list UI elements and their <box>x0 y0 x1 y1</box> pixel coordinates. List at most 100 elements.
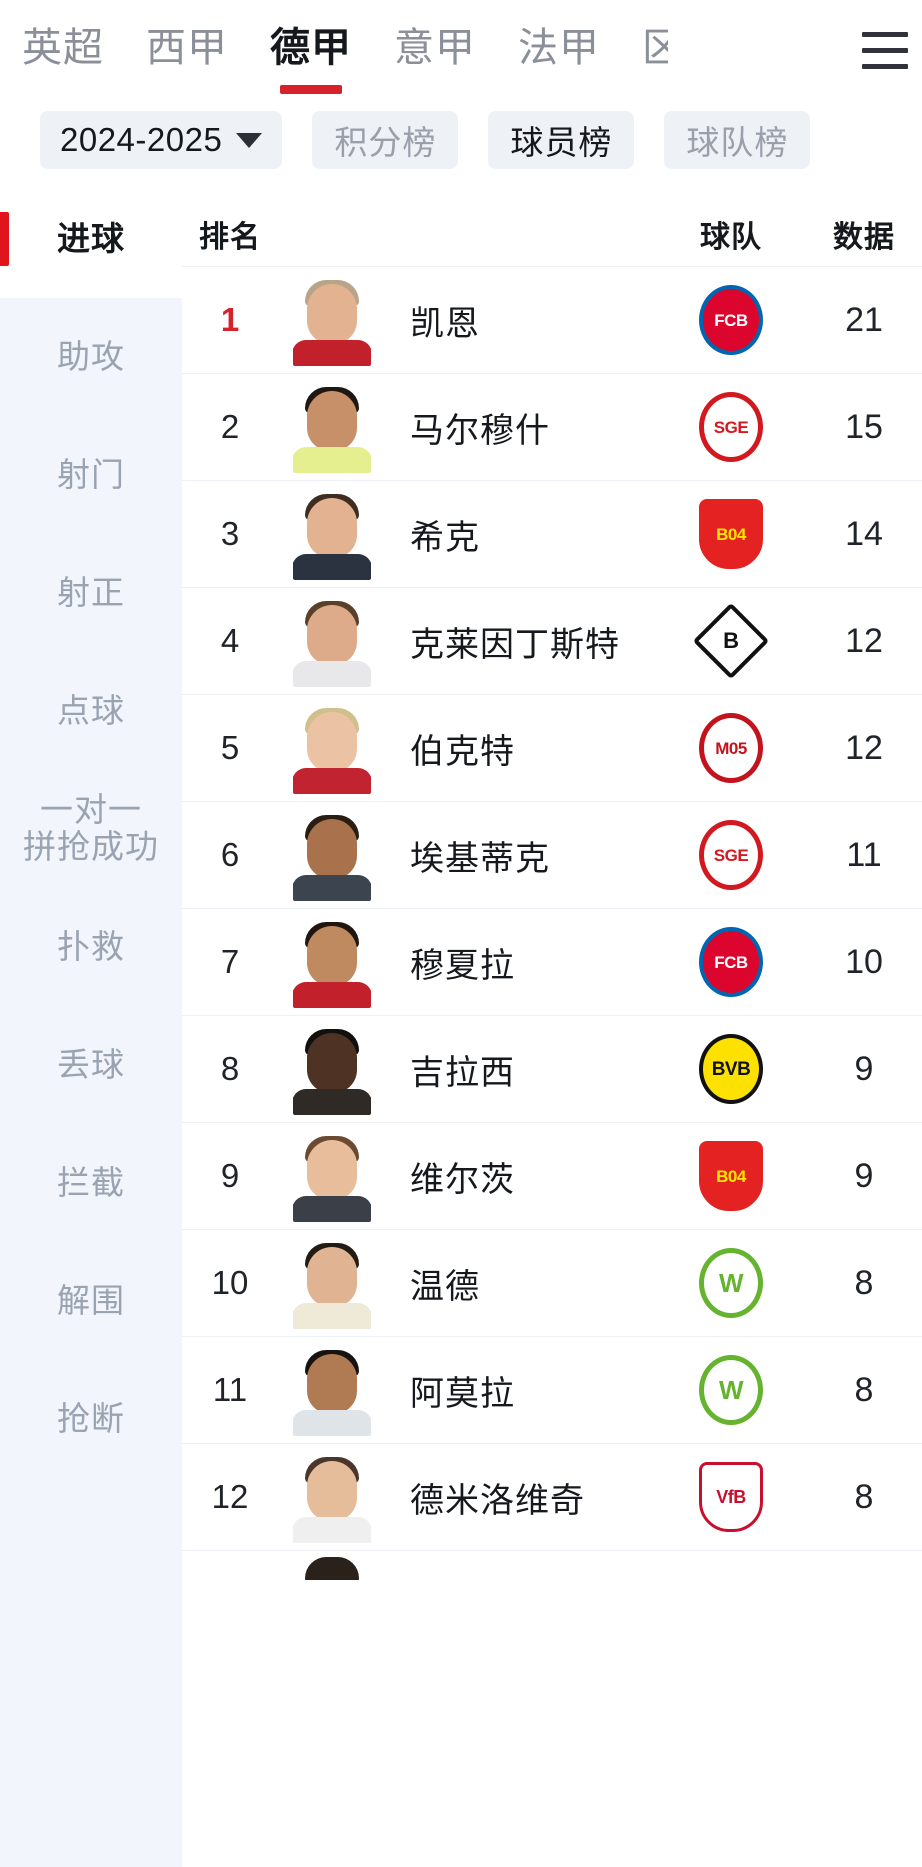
table-row[interactable]: 7 穆夏拉 FCB 10 <box>182 908 922 1015</box>
sidebar-item-partial[interactable] <box>0 1478 182 1596</box>
player-avatar <box>293 702 371 794</box>
bayer-leverkusen-crest: B04 <box>699 1141 763 1211</box>
content-body: 进球 助攻 射门 射正 点球 一对一 拼抢成功 扑救 丢球 <box>0 180 922 1867</box>
rank-value: 8 <box>220 1050 240 1087</box>
sidebar-item-label: 抢断 <box>57 1399 125 1437</box>
stat-value: 8 <box>854 1477 874 1516</box>
table-row[interactable]: 5 伯克特 M05 12 <box>182 694 922 801</box>
league-tab-bundesliga[interactable]: 德甲 <box>270 26 352 94</box>
rank-value: 9 <box>220 1157 240 1194</box>
table-row[interactable]: 6 埃基蒂克 SGE 11 <box>182 801 922 908</box>
stat-value: 14 <box>845 514 883 553</box>
sidebar-item-goals-conceded[interactable]: 丢球 <box>0 1006 182 1124</box>
chevron-down-icon <box>236 132 263 148</box>
season-select[interactable]: 2024-2025 <box>40 111 283 169</box>
rank-value: 6 <box>220 836 240 873</box>
table-row[interactable]: 8 吉拉西 BVB 9 <box>182 1015 922 1122</box>
stat-value: 9 <box>854 1049 874 1088</box>
active-indicator-bar <box>0 212 9 266</box>
table-row[interactable]: 2 马尔穆什 SGE 15 <box>182 373 922 480</box>
rank-value: 11 <box>212 1371 248 1408</box>
league-tab-bar: 英超 西甲 德甲 意甲 法甲 区 <box>0 0 922 100</box>
league-tab-label: 德甲 <box>270 26 352 70</box>
sidebar-item-interceptions[interactable]: 拦截 <box>0 1124 182 1242</box>
season-value: 2024-2025 <box>60 121 223 158</box>
rank-value: 10 <box>211 1264 249 1301</box>
filter-row: 2024-2025 积分榜 球员榜 球队榜 <box>0 100 922 180</box>
league-tab-label: 意甲 <box>394 26 476 70</box>
league-tab-epl[interactable]: 英超 <box>22 28 104 72</box>
player-avatar <box>293 809 371 901</box>
sidebar-item-assists[interactable]: 助攻 <box>0 298 182 416</box>
league-tab-label: 法甲 <box>518 26 600 70</box>
sidebar-item-saves[interactable]: 扑救 <box>0 888 182 1006</box>
sidebar-item-duels-won[interactable]: 一对一 拼抢成功 <box>0 770 182 888</box>
mainz-05-crest: M05 <box>699 713 763 783</box>
sidebar-item-penalties[interactable]: 点球 <box>0 652 182 770</box>
table-row[interactable]: 1 凯恩 FCB 21 <box>182 266 922 373</box>
league-tab-laliga[interactable]: 西甲 <box>146 28 228 72</box>
table-row[interactable]: 3 希克 B04 14 <box>182 480 922 587</box>
sidebar-item-shots[interactable]: 射门 <box>0 416 182 534</box>
sidebar-item-label: 点球 <box>57 691 125 729</box>
player-rankings-table: 排名 球队 数据 1 凯恩 FCB 21 2 马尔穆什 SGE 15 <box>182 180 922 1867</box>
player-avatar <box>293 274 371 366</box>
tab-label: 积分榜 <box>334 124 437 161</box>
sidebar-item-clearances[interactable]: 解围 <box>0 1242 182 1360</box>
tab-team-rankings[interactable]: 球队榜 <box>664 111 811 169</box>
rank-value: 4 <box>220 622 240 659</box>
player-name: 凯恩 <box>410 304 480 343</box>
table-row[interactable] <box>182 1550 922 1580</box>
stat-value: 8 <box>854 1263 874 1302</box>
table-row[interactable]: 12 德米洛维奇 VfB 8 <box>182 1443 922 1550</box>
player-name: 克莱因丁斯特 <box>410 625 620 664</box>
player-avatar <box>293 595 371 687</box>
tab-standings[interactable]: 积分榜 <box>312 111 459 169</box>
sidebar-item-label: 拦截 <box>57 1163 125 1201</box>
stat-value: 12 <box>845 728 883 767</box>
rank-value: 2 <box>220 408 240 445</box>
vfl-wolfsburg-crest: W <box>699 1248 763 1318</box>
player-name: 维尔茨 <box>410 1160 515 1199</box>
player-name: 伯克特 <box>410 732 515 771</box>
tab-player-rankings[interactable]: 球员榜 <box>488 111 635 169</box>
sidebar-item-tackles[interactable]: 抢断 <box>0 1360 182 1478</box>
sidebar-item-label: 一对一 拼抢成功 <box>23 791 159 865</box>
league-tab-ligue1[interactable]: 法甲 <box>518 28 600 72</box>
rank-value: 3 <box>220 515 240 552</box>
sidebar-item-shots-on-target[interactable]: 射正 <box>0 534 182 652</box>
sidebar-item-label: 解围 <box>57 1281 125 1319</box>
rank-value: 5 <box>220 729 240 766</box>
sidebar-item-goals[interactable]: 进球 <box>0 180 182 298</box>
column-header-data: 数据 <box>833 221 895 254</box>
borussia-dortmund-crest: BVB <box>699 1034 763 1104</box>
table-row[interactable]: 9 维尔茨 B04 9 <box>182 1122 922 1229</box>
player-avatar <box>293 1451 371 1543</box>
player-avatar <box>293 1130 371 1222</box>
stat-value: 15 <box>845 407 883 446</box>
player-avatar <box>293 1237 371 1329</box>
sidebar-item-label: 射门 <box>57 455 125 493</box>
league-tab-seriea[interactable]: 意甲 <box>394 28 476 72</box>
sidebar-item-label: 丢球 <box>57 1045 125 1083</box>
table-row[interactable]: 4 克莱因丁斯特 B 12 <box>182 587 922 694</box>
bayer-leverkusen-crest: B04 <box>699 499 763 569</box>
borussia-mgladbach-crest: B <box>692 602 770 680</box>
player-avatar <box>293 1023 371 1115</box>
league-tab-overflow[interactable]: 区 <box>642 28 668 72</box>
sidebar-item-label: 射正 <box>57 573 125 611</box>
league-tab-label: 西甲 <box>146 26 228 70</box>
eintracht-frankfurt-crest: SGE <box>699 820 763 890</box>
player-avatar <box>293 488 371 580</box>
player-name: 德米洛维奇 <box>410 1481 585 1520</box>
table-row[interactable]: 11 阿莫拉 W 8 <box>182 1336 922 1443</box>
stat-value: 21 <box>845 300 883 339</box>
hamburger-menu-icon[interactable] <box>862 30 908 70</box>
tab-label: 球队榜 <box>686 124 789 161</box>
player-avatar <box>293 1551 371 1580</box>
stat-category-sidebar: 进球 助攻 射门 射正 点球 一对一 拼抢成功 扑救 丢球 <box>0 180 182 1867</box>
player-avatar <box>293 381 371 473</box>
table-row[interactable]: 10 温德 W 8 <box>182 1229 922 1336</box>
player-name: 埃基蒂克 <box>410 839 550 878</box>
stat-value: 8 <box>854 1370 874 1409</box>
